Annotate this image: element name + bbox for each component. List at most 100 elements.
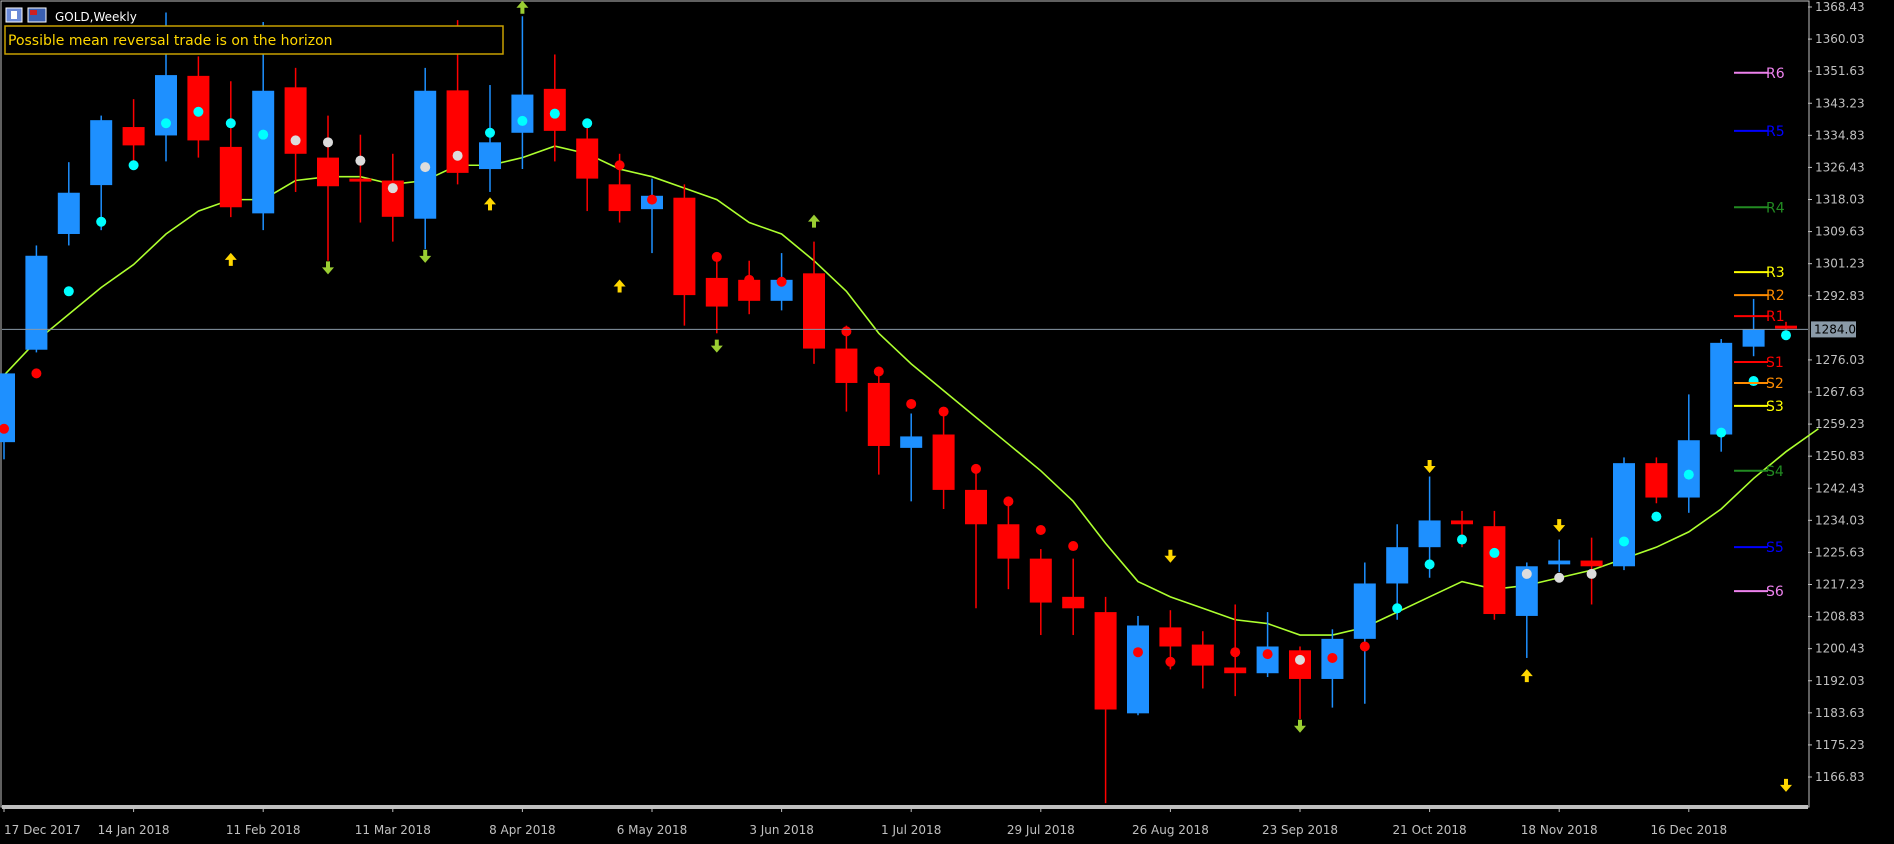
candle-body — [608, 184, 631, 212]
candle-body — [1645, 463, 1668, 498]
candle-body — [1159, 627, 1182, 647]
y-tick-label: 1166.83 — [1815, 770, 1865, 784]
signal-dot — [1327, 652, 1338, 663]
signal-dot — [1457, 534, 1467, 545]
signal-dot — [128, 160, 139, 171]
signal-dot — [387, 183, 398, 194]
candle-body — [252, 90, 275, 214]
signal-dot — [63, 286, 74, 297]
signal-dot — [96, 216, 107, 227]
pivot-label-r5: R5 — [1766, 124, 1785, 140]
y-tick-label: 1334.83 — [1815, 128, 1865, 142]
pivot-label-s6: S6 — [1766, 584, 1784, 600]
price-axis[interactable]: 1368.43 1360.03 1351.63 1343.23 1334.83 1326.… — [1808, 0, 1865, 784]
signal-dot — [1197, 645, 1208, 656]
x-tick-label: 14 Jan 2018 — [98, 823, 170, 837]
comment-text: Possible mean reversal trade is on the h… — [8, 33, 333, 49]
arrow-down-icon — [1423, 459, 1436, 473]
candle-body — [576, 138, 599, 179]
x-tick-label: 1 Jul 2018 — [881, 823, 941, 837]
y-tick-label: 1326.43 — [1815, 160, 1865, 174]
signal-dot — [290, 135, 301, 146]
signal-dot — [1262, 649, 1273, 660]
arrow-down-icon — [322, 261, 334, 275]
signal-dot — [744, 274, 755, 285]
signal-dot — [1716, 427, 1727, 438]
x-tick-label: 3 Jun 2018 — [749, 823, 814, 837]
candle-body — [155, 75, 177, 136]
candle-body — [57, 192, 80, 234]
candle-body — [900, 436, 923, 448]
candle-body — [349, 178, 372, 182]
signal-dot — [938, 406, 949, 417]
arrow-up-icon — [613, 279, 626, 293]
candle-body — [25, 255, 48, 350]
candle-body — [997, 524, 1020, 559]
pivot-label-r3: R3 — [1766, 265, 1785, 281]
signal-dot — [1359, 641, 1370, 652]
x-tick-label: 17 Dec 2017 — [4, 823, 81, 837]
signal-dot — [225, 118, 236, 129]
y-tick-label: 1318.03 — [1815, 193, 1865, 207]
candle-body — [446, 90, 469, 173]
candle-body — [1062, 596, 1085, 609]
candle-body — [1353, 583, 1376, 639]
window-title: GOLD,Weekly — [5, 7, 137, 24]
candle-body — [932, 434, 955, 490]
y-tick-label: 1242.43 — [1815, 481, 1865, 495]
candle-body — [1580, 560, 1603, 567]
y-tick-label: 1351.63 — [1815, 64, 1865, 78]
signal-dot — [873, 366, 884, 377]
pivot-label-s2: S2 — [1766, 376, 1784, 392]
signal-dot — [0, 423, 9, 434]
signal-dot — [1683, 469, 1694, 480]
arrow-down-icon — [1164, 549, 1177, 563]
y-tick-label: 1208.83 — [1815, 610, 1865, 624]
signal-dot — [1748, 376, 1759, 387]
signal-dot — [679, 244, 690, 255]
signal-dot — [971, 463, 981, 474]
arrow-up-icon — [224, 252, 237, 266]
candle-body — [1613, 463, 1635, 567]
candle-body — [479, 142, 501, 170]
candle-body — [1451, 520, 1473, 525]
candle-body — [738, 279, 761, 301]
signal-dot — [1586, 568, 1597, 579]
signal-dot — [193, 106, 204, 117]
y-tick-label: 1276.03 — [1815, 353, 1865, 367]
arrow-down-icon — [419, 249, 432, 263]
signal-dot — [323, 137, 333, 148]
y-tick-label: 1368.43 — [1815, 0, 1865, 14]
candle-body — [381, 180, 404, 217]
x-tick-label: 23 Sep 2018 — [1262, 823, 1338, 837]
candle-body — [284, 87, 307, 154]
signal-dot — [1651, 511, 1662, 522]
candle-body — [1548, 560, 1571, 565]
signal-dot — [161, 118, 171, 129]
y-tick-label: 1183.63 — [1815, 706, 1865, 720]
candle-body — [511, 94, 534, 133]
signal-dot — [776, 276, 787, 287]
signal-dot — [1392, 603, 1403, 614]
candle-body — [1127, 625, 1149, 714]
chart-scroll-strip[interactable] — [2, 805, 1808, 809]
signal-dot — [841, 326, 852, 337]
candle-body — [1094, 612, 1117, 710]
time-axis[interactable]: 17 Dec 2017 14 Jan 2018 11 Feb 2018 11 Mar … — [3, 807, 1727, 837]
arrows-layer — [224, 0, 1792, 792]
candle-body — [867, 382, 890, 446]
y-tick-label: 1192.03 — [1815, 674, 1865, 688]
x-tick-label: 16 Dec 2018 — [1650, 823, 1727, 837]
signal-dot — [614, 160, 625, 171]
arrow-up-icon — [516, 0, 529, 14]
arrow-up-icon — [484, 197, 496, 211]
y-tick-label: 1200.43 — [1815, 642, 1865, 656]
candle-body — [1418, 520, 1441, 548]
candle-body — [1515, 566, 1538, 616]
candle-body — [705, 277, 728, 307]
signal-dot — [1489, 547, 1500, 558]
y-tick-label: 1301.23 — [1815, 257, 1865, 271]
